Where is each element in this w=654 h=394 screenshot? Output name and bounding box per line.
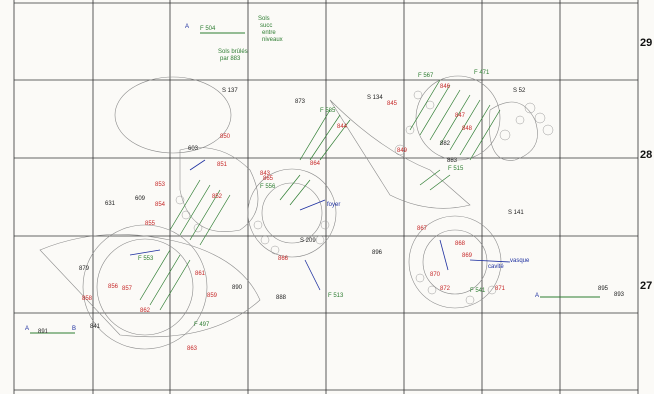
label-f513: F 513 [328, 293, 344, 299]
legend-bottom-841: 841 [90, 324, 101, 330]
label-862: 862 [140, 308, 151, 314]
label-845: 845 [387, 101, 398, 107]
label-609: 609 [135, 196, 146, 202]
label-section-a-top: A [185, 24, 189, 30]
legend-bottom-b: B [72, 326, 76, 332]
label-882: 882 [440, 141, 451, 147]
legend-bottom-a: A [25, 326, 29, 332]
label-s209: S 209 [300, 238, 316, 244]
label-s137: S 137 [222, 88, 238, 94]
legend-top-5: Sols brûlés [218, 49, 248, 55]
label-872: 872 [440, 286, 451, 292]
label-855: 855 [145, 221, 156, 227]
section-lines [30, 32, 600, 334]
label-852: 852 [212, 194, 223, 200]
label-846: 846 [440, 84, 451, 90]
grid-lines [13, 0, 639, 394]
label-cavite: cavité [488, 264, 504, 270]
label-861: 861 [195, 271, 206, 277]
label-868: 868 [455, 241, 466, 247]
label-896: 896 [372, 250, 383, 256]
label-865: 865 [263, 176, 274, 182]
label-f585: F 585 [320, 108, 336, 114]
label-s141: S 141 [508, 210, 524, 216]
label-849: 849 [397, 148, 408, 154]
label-f471: F 471 [474, 70, 490, 76]
legend-bottom-891: 891 [38, 329, 49, 335]
legend-top-4: niveaux [262, 37, 283, 43]
label-848: 848 [462, 126, 473, 132]
label-867: 867 [417, 226, 428, 232]
label-871: 871 [495, 286, 506, 292]
label-858: 858 [82, 296, 93, 302]
row-number-27: 27 [640, 280, 652, 292]
legend-top-6: par 883 [220, 56, 241, 62]
label-f553: F 553 [138, 256, 154, 262]
label-850: 850 [220, 134, 231, 140]
row-number-28: 28 [640, 149, 652, 161]
label-844: 844 [337, 124, 348, 130]
structure-outlines [39, 75, 538, 350]
label-866: 866 [278, 256, 289, 262]
label-f515: F 515 [448, 166, 464, 172]
label-863: 863 [187, 346, 198, 352]
leader-lines [129, 159, 511, 291]
label-857: 857 [122, 286, 133, 292]
label-vasque: vasque [510, 258, 530, 264]
label-890: 890 [232, 285, 243, 291]
label-f504: F 504 [200, 26, 216, 32]
label-856: 856 [108, 284, 119, 290]
label-f556: F 556 [260, 184, 276, 190]
label-f497: F 497 [194, 322, 210, 328]
label-843: 843 [260, 171, 271, 177]
label-631: 631 [105, 201, 116, 207]
legend-right-895: 895 [598, 286, 609, 292]
label-888: 888 [276, 295, 287, 301]
legend-top-3: entre [262, 30, 276, 36]
label-859: 859 [207, 293, 218, 299]
label-864: 864 [310, 161, 321, 167]
label-870: 870 [430, 272, 441, 278]
label-847: 847 [455, 113, 466, 119]
label-873: 873 [295, 99, 306, 105]
legend-right-893: 893 [614, 292, 625, 298]
cobble-marks [175, 90, 554, 305]
label-853: 853 [155, 182, 166, 188]
label-603: 603 [188, 146, 199, 152]
row-number-29: 29 [640, 37, 652, 49]
label-section-a-right: A [535, 293, 539, 299]
label-854: 854 [155, 202, 166, 208]
hatched-zones [139, 79, 501, 311]
label-f541: F 541 [470, 288, 486, 294]
label-851: 851 [217, 162, 228, 168]
legend-top-1: Sols [258, 16, 270, 22]
label-879: 879 [79, 266, 90, 272]
label-869: 869 [462, 253, 473, 259]
label-foyer: foyer [327, 202, 340, 208]
label-f567: F 567 [418, 73, 434, 79]
label-883: 883 [447, 158, 458, 164]
label-895: S 52 [513, 88, 526, 94]
label-s134: S 134 [367, 95, 383, 101]
legend-top-2: succ [260, 23, 272, 29]
